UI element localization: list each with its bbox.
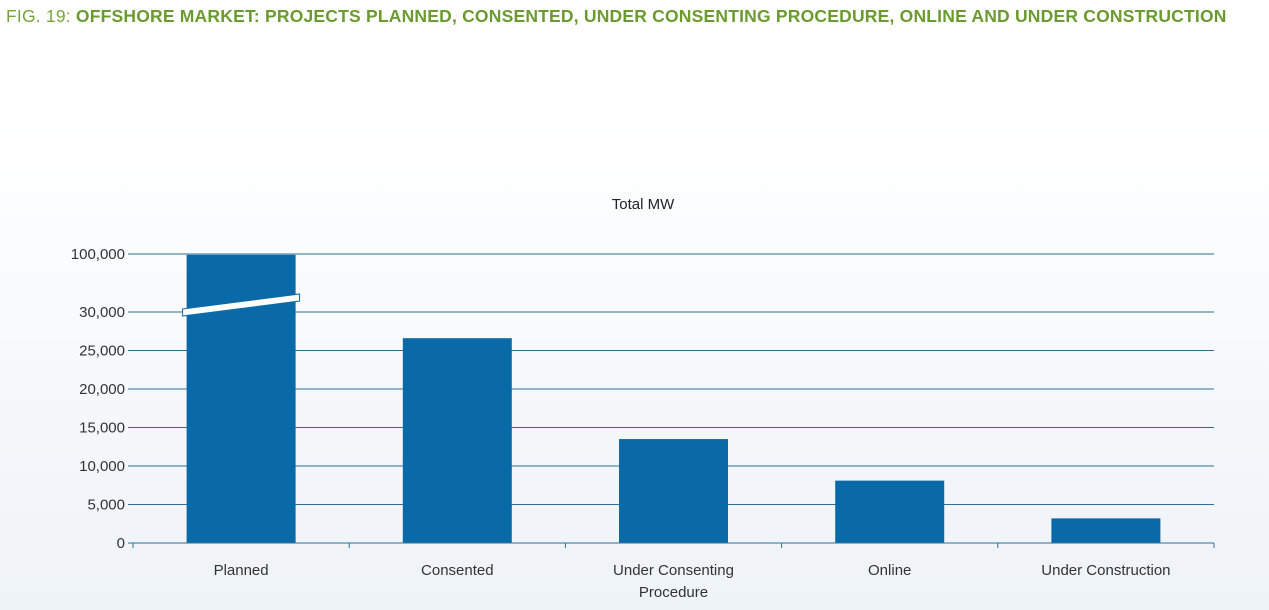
gridlines (133, 253, 1214, 505)
x-axis (132, 542, 1215, 548)
bar (835, 480, 945, 543)
y-tick-label: 15,000 (79, 420, 125, 437)
figure-number: FIG. 19: (6, 6, 71, 26)
y-axis-ticks: 0 5,000 10,000 15,000 20,000 25,000 30,000 100,… (71, 246, 133, 552)
y-tick-label: 5,000 (87, 497, 125, 514)
figure-title: FIG. 19: OFFSHORE MARKET: PROJECTS PLANN… (6, 6, 1227, 27)
x-category-label: Under Construction (1041, 562, 1170, 579)
y-tick-label: 30,000 (79, 304, 125, 321)
x-category-label: Planned (214, 562, 269, 579)
bar (1051, 518, 1161, 543)
y-tick-label: 25,000 (79, 343, 125, 360)
x-axis-categories: Planned Consented Under Consenting Procedur… (214, 562, 1171, 601)
bars (186, 254, 1161, 544)
x-category-label: Under Consenting Procedure (613, 562, 734, 601)
y-tick-label: 20,000 (79, 381, 125, 398)
y-tick-label: 0 (117, 535, 125, 552)
axis-break-marker (182, 293, 301, 317)
axis-break-band (182, 293, 301, 317)
x-category-label: Online (868, 562, 911, 579)
bar (619, 439, 728, 543)
figure-heading: OFFSHORE MARKET: PROJECTS PLANNED, CONSE… (75, 6, 1227, 26)
bar (402, 338, 512, 543)
y-tick-label: 10,000 (79, 458, 125, 475)
x-category-label: Consented (421, 562, 494, 579)
chart-title: Total MW (612, 196, 675, 213)
y-tick-label: 100,000 (71, 246, 125, 263)
